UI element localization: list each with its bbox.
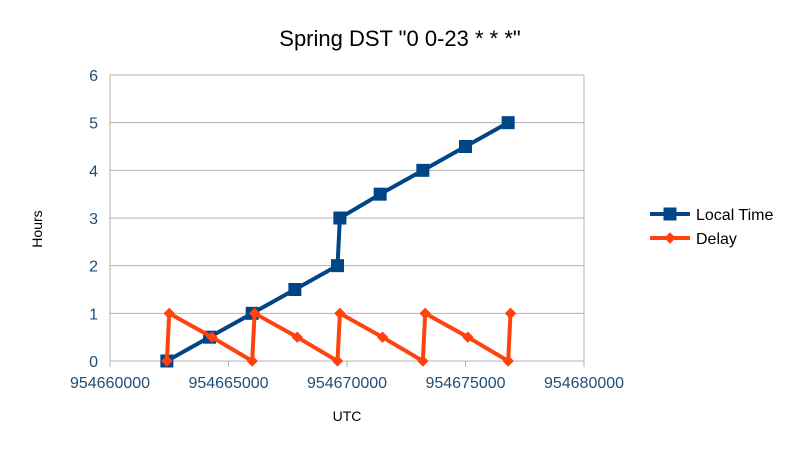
data-point-delay-0 (161, 355, 173, 367)
legend-label-local-time: Local Time (696, 207, 773, 224)
data-point-local-time-6 (373, 187, 387, 201)
y-tick-label-3: 3 (89, 211, 98, 228)
x-tick-label-2: 954670000 (307, 375, 387, 392)
data-point-delay-5 (291, 331, 303, 343)
y-tick-label-2: 2 (89, 259, 98, 276)
y-tick-label-6: 6 (89, 68, 98, 85)
tick-labels: 0 1 2 3 4 5 6 954660000 954665000 954670000 954675… (70, 68, 624, 392)
axes (109, 75, 585, 367)
data-point-delay-13 (504, 307, 517, 320)
data-point-local-time-8 (459, 140, 472, 153)
y-tick-label-5: 5 (89, 116, 98, 133)
data-point-local-time-7 (416, 163, 430, 177)
legend-marker-delay (664, 232, 676, 244)
legend: Local Time Delay (650, 207, 773, 248)
y-tick-label-1: 1 (89, 306, 98, 323)
chart-title: Spring DST "0 0-23 * * *" (279, 26, 520, 51)
series-line-local-time (164, 120, 511, 363)
x-tick-label-0: 954660000 (70, 375, 150, 392)
data-point-delay-12 (502, 355, 514, 367)
data-point-delay-4 (248, 307, 261, 320)
x-tick-label-3: 954675000 (425, 375, 505, 392)
series-group (160, 116, 517, 368)
data-point-local-time-3 (288, 283, 302, 296)
x-tick-label-1: 954665000 (188, 375, 268, 392)
data-point-delay-6 (331, 355, 344, 367)
series-line-delay (164, 311, 513, 363)
data-point-delay-7 (334, 307, 346, 320)
data-point-delay-10 (419, 307, 431, 320)
data-point-local-time-5 (333, 211, 347, 225)
data-point-local-time-9 (501, 116, 515, 130)
y-axis-label: Hours (29, 210, 45, 247)
x-axis-label: UTC (333, 408, 362, 424)
legend-label-delay: Delay (696, 231, 737, 248)
data-point-delay-3 (246, 355, 258, 367)
gridlines (110, 74, 584, 362)
y-tick-label-4: 4 (89, 163, 98, 180)
legend-marker-local-time (663, 207, 677, 221)
x-tick-label-4: 954680000 (544, 375, 624, 392)
data-point-delay-11 (462, 331, 474, 343)
data-point-delay-8 (376, 331, 389, 343)
data-point-local-time-4 (331, 259, 345, 273)
data-point-delay-1 (163, 307, 175, 320)
data-point-delay-2 (206, 331, 218, 343)
data-point-delay-9 (417, 355, 429, 367)
y-tick-label-0: 0 (89, 354, 98, 371)
